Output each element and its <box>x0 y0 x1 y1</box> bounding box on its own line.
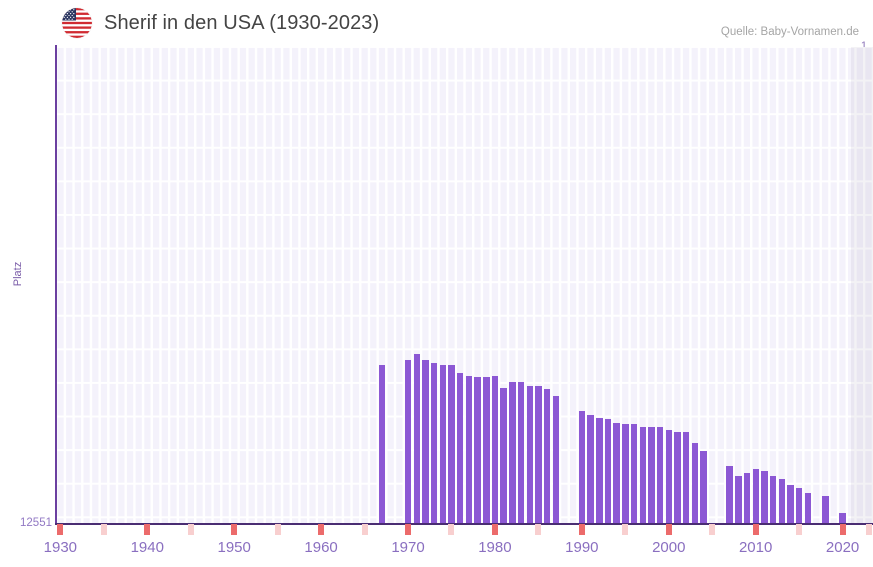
page-title: Sherif in den USA (1930-2023) <box>104 12 380 34</box>
x-axis-label-1940: 1940 <box>130 539 164 556</box>
bar-2016[interactable] <box>804 492 812 523</box>
bar-1984[interactable] <box>526 385 534 523</box>
x-tick-1940 <box>144 524 151 535</box>
bar-1986[interactable] <box>543 389 551 523</box>
bar-2009[interactable] <box>743 472 751 523</box>
bar-2013[interactable] <box>778 479 786 523</box>
bar-1990[interactable] <box>578 411 586 523</box>
bar-1971[interactable] <box>413 353 421 523</box>
source-label: Quelle: Baby-Vornamen.de <box>720 26 859 38</box>
bar-2011[interactable] <box>761 471 768 523</box>
x-axis-label-1970: 1970 <box>391 539 425 556</box>
x-tick-1955 <box>274 524 281 535</box>
bar-1991[interactable] <box>587 414 594 523</box>
bar-2012[interactable] <box>769 475 777 523</box>
bar-1992[interactable] <box>596 418 603 523</box>
bar-1975[interactable] <box>448 365 455 523</box>
bar-1970[interactable] <box>404 360 412 523</box>
bar-1995[interactable] <box>622 423 629 523</box>
bar-2007[interactable] <box>726 465 733 523</box>
x-axis-label-1960: 1960 <box>304 539 338 556</box>
bar-1999[interactable] <box>656 427 664 523</box>
x-tick-1930 <box>57 524 64 535</box>
x-tick-1960 <box>318 524 325 535</box>
x-axis-line <box>55 523 873 525</box>
x-tick-2000 <box>665 524 672 535</box>
bar-1973[interactable] <box>430 363 438 523</box>
x-tick-2010 <box>752 524 759 535</box>
x-tick-2020 <box>839 524 846 535</box>
x-tick-1935 <box>100 524 107 535</box>
y-axis-tick-bottom: 12551 <box>20 517 52 529</box>
x-tick-1970 <box>405 524 411 535</box>
bar-2003[interactable] <box>691 442 699 523</box>
chart-header: Sherif in den USA (1930-2023) Quelle: Ba… <box>0 0 873 46</box>
x-axis-label-1950: 1950 <box>217 539 251 556</box>
bar-2004[interactable] <box>700 451 707 523</box>
bar-1981[interactable] <box>500 387 507 523</box>
x-axis-label-2010: 2010 <box>738 539 773 556</box>
x-tick-1950 <box>231 524 238 535</box>
bar-1972[interactable] <box>422 360 429 523</box>
x-tick-1995 <box>622 524 629 535</box>
bar-1967[interactable] <box>378 365 386 523</box>
x-tick-1965 <box>361 524 368 535</box>
x-tick-1945 <box>187 524 194 535</box>
y-axis-title: Platz <box>12 261 24 287</box>
grid-lines <box>56 47 873 523</box>
x-axis-label-1930: 1930 <box>43 539 78 556</box>
bar-1974[interactable] <box>439 365 447 523</box>
x-axis-label-2000: 2000 <box>652 539 686 556</box>
y-axis-line <box>55 45 57 525</box>
bar-2000[interactable] <box>665 430 673 523</box>
plot-area <box>56 47 873 523</box>
bar-2018[interactable] <box>822 495 829 523</box>
bar-1998[interactable] <box>648 427 655 523</box>
x-axis-label-1990: 1990 <box>565 539 599 556</box>
x-tick-2023 <box>865 524 872 535</box>
x-axis-label-2020: 2020 <box>825 539 860 556</box>
bar-1978[interactable] <box>474 376 481 523</box>
bar-1982[interactable] <box>509 382 516 523</box>
x-tick-1990 <box>578 524 585 535</box>
x-tick-1975 <box>448 524 455 535</box>
x-tick-1985 <box>535 524 542 535</box>
x-axis-ticks <box>56 524 873 536</box>
bar-1996[interactable] <box>630 423 638 523</box>
bar-2010[interactable] <box>752 468 759 523</box>
bar-series <box>56 47 873 523</box>
bar-1997[interactable] <box>639 427 646 523</box>
bar-2014[interactable] <box>787 485 794 523</box>
us-flag-icon <box>62 8 92 38</box>
bar-2008[interactable] <box>735 475 742 523</box>
bar-1980[interactable] <box>491 376 499 523</box>
bar-1994[interactable] <box>613 423 620 523</box>
bar-2001[interactable] <box>674 432 681 523</box>
bar-1987[interactable] <box>552 395 560 523</box>
bar-2020[interactable] <box>839 513 846 523</box>
bar-2002[interactable] <box>682 432 690 523</box>
y-axis-tick-top: 1 <box>860 40 867 52</box>
x-tick-1980 <box>491 524 498 535</box>
x-tick-2005 <box>709 524 716 535</box>
bar-1985[interactable] <box>535 385 542 523</box>
x-tick-2015 <box>796 524 803 535</box>
bar-1977[interactable] <box>465 375 473 523</box>
bar-1983[interactable] <box>517 382 525 523</box>
bar-2015[interactable] <box>795 488 803 523</box>
bar-1979[interactable] <box>483 376 490 523</box>
bar-1976[interactable] <box>457 373 464 523</box>
x-axis-label-1980: 1980 <box>478 539 512 556</box>
shaded-no-data-region <box>851 47 873 523</box>
x-axis-labels: 1930 1940 1950 1960 1970 1980 1990 2000 2010 2020 <box>44 539 873 565</box>
bar-1993[interactable] <box>604 419 612 523</box>
